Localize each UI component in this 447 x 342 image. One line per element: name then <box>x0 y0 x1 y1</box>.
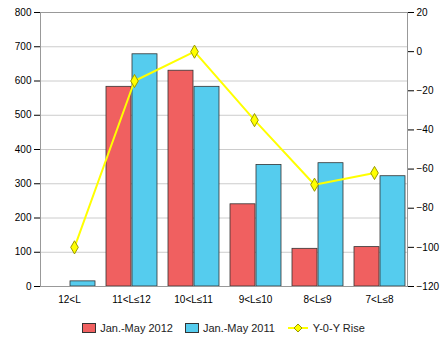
svg-text:0: 0 <box>417 46 423 57</box>
svg-text:11<L≤12: 11<L≤12 <box>112 294 151 305</box>
svg-text:−80: −80 <box>417 202 434 213</box>
svg-text:−120: −120 <box>417 281 440 292</box>
svg-text:0: 0 <box>26 281 32 292</box>
svg-text:300: 300 <box>15 178 32 189</box>
svg-text:600: 600 <box>15 75 32 86</box>
svg-text:500: 500 <box>15 109 32 120</box>
svg-text:200: 200 <box>15 212 32 223</box>
svg-text:800: 800 <box>15 7 32 18</box>
svg-text:12<L: 12<L <box>58 294 81 305</box>
svg-text:8<L≤9: 8<L≤9 <box>303 294 331 305</box>
svg-text:400: 400 <box>15 144 32 155</box>
svg-text:−100: −100 <box>417 242 440 253</box>
svg-text:−60: −60 <box>417 163 434 174</box>
html-text:Y-0-Y Rise: Y-0-Y Rise <box>312 322 365 334</box>
svg-text:−40: −40 <box>417 124 434 135</box>
svg-text:−20: −20 <box>417 85 434 96</box>
html-text:Jan.-May 2012: Jan.-May 2012 <box>100 322 173 334</box>
svg-text:10<L≤11: 10<L≤11 <box>174 294 213 305</box>
svg-text:7<L≤8: 7<L≤8 <box>365 294 393 305</box>
html-text:Jan.-May 2011: Jan.-May 2011 <box>202 322 275 334</box>
svg-text:700: 700 <box>15 41 32 52</box>
svg-text:20: 20 <box>417 7 429 18</box>
svg-text:9<L≤10: 9<L≤10 <box>239 294 273 305</box>
svg-text:100: 100 <box>15 246 32 257</box>
